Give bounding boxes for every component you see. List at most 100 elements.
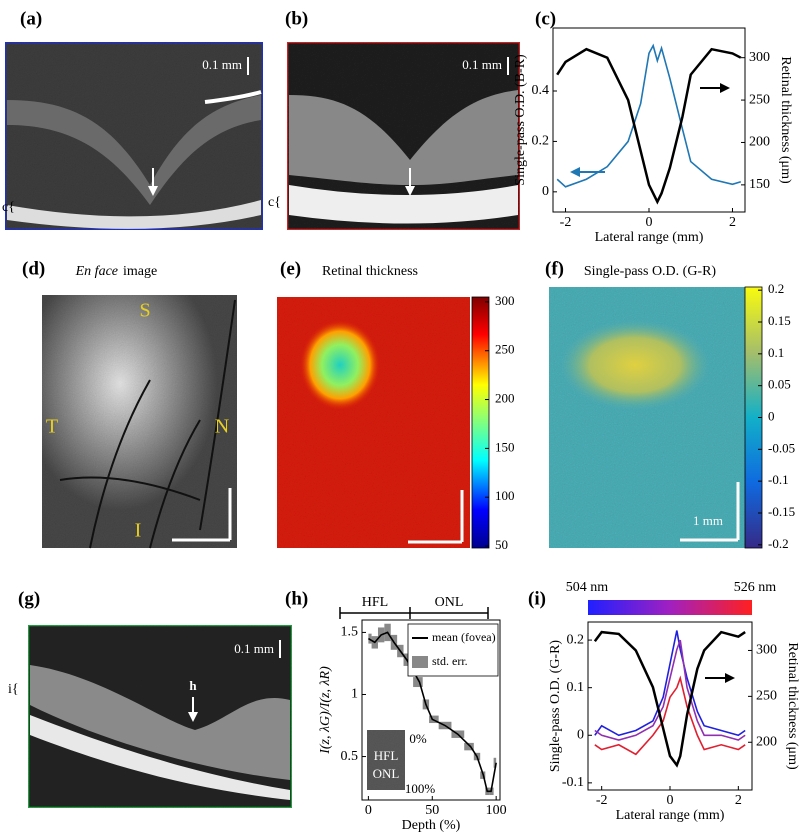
panel-d: En face image S T N I [42,264,237,549]
retina-layer [7,95,261,205]
arrow-head [725,673,735,683]
y2-tick-label: 200 [756,734,777,749]
colorbar-tick-label: 150 [495,439,515,454]
orient-label: T [46,416,58,438]
title: Retinal thickness [322,264,418,279]
title: En face [75,264,118,279]
colorbar-tick-label: 0.15 [768,313,791,328]
scale-label: 0.1 mm [234,641,274,656]
colorbar-tick-label: 200 [495,391,515,406]
y2-tick-label: 300 [749,50,770,65]
colorbar-tick-label: 0.1 [768,345,784,360]
title: image [123,264,157,279]
y2-axis-label: Retinal thickness (μm) [778,56,793,184]
legend-label: std. err. [432,654,468,668]
y-tick-label: 1.5 [341,625,359,640]
data-line [594,639,746,741]
wavelength-colorbar [588,600,752,615]
colorbar-label: 526 nm [734,580,777,595]
bracket-label: HFL [362,595,388,610]
y2-tick-label: 300 [756,643,777,658]
arrow-head [188,712,198,722]
data-line [367,631,497,793]
orient-label: S [139,300,150,322]
x-tick-label: 50 [425,803,439,818]
panel-label: (b) [285,8,308,29]
retina-layer [289,90,518,185]
rpe-layer [289,185,518,224]
x-tick-label: -2 [560,215,572,230]
panel-b: 0.1 mm c{ [268,40,522,232]
layer-mark: c{ [2,200,15,215]
arrow-head [148,186,158,196]
error-band [413,677,423,688]
data-line [594,630,746,737]
panel-f: 1 mm Single-pass O.D. (G-R) [549,264,745,548]
scale-label: 1 mm [693,513,723,528]
panel-label: (g) [18,588,40,609]
y-tick-label: 0.5 [341,749,359,764]
orient-label: I [135,520,142,542]
y-tick-label: 0.2 [567,632,585,647]
arrow-head [720,83,730,93]
colorbar-tick-label: -0.15 [768,504,795,519]
fundus-image [42,295,237,548]
panel-g: 0.1 mm h i{ [8,623,294,810]
data-line [593,630,746,768]
layer-mark: i{ [8,682,19,697]
colorbar-tick-label: -0.2 [768,536,789,551]
panel-label: (a) [20,8,42,29]
x-tick-label: 0 [365,803,372,818]
y-tick-label: -0.1 [562,775,584,790]
y-axis-label: Single-pass O.D. (B-R) [513,54,528,186]
colorbar-tick-label: 0.05 [768,377,791,392]
x-axis-label: Lateral range (mm) [616,808,725,823]
y-axis-label: I(z, λG)/I(z, λR) [318,666,333,755]
y-tick-label: 0 [577,727,584,742]
arrow-head [570,167,580,177]
colorbar-tick-label: 250 [495,342,515,357]
plot-frame [361,619,501,801]
y2-tick-label: 250 [749,92,770,107]
arrow-label: h [189,678,197,693]
y-axis-label: Single-pass O.D. (G-R) [548,640,563,773]
retina-layer [30,665,290,780]
fovea-spot [300,320,380,410]
colorbar-tick-label: -0.05 [768,440,795,455]
error-band [464,742,474,751]
rpe-layer [7,200,261,229]
legend-swatch [412,656,428,668]
error-band [368,633,372,644]
y-tick-label: 0 [542,184,549,199]
oct-image [3,40,265,232]
inset-label: 100% [405,781,436,796]
panel-label: (e) [280,258,301,279]
colorbar-label: 504 nm [566,580,609,595]
colorbar [471,296,490,549]
inset-label: ONL [373,766,400,781]
inset-label: HFL [374,748,399,763]
data-line [556,43,742,188]
arrow-head [405,186,415,196]
x-tick-label: 0 [667,793,674,808]
y2-tick-label: 150 [749,177,770,192]
scale-label: 0.1 mm [462,57,502,72]
colorbar-tick-label: 300 [495,293,515,308]
vessels [59,299,236,549]
data-line [594,675,746,756]
panel-e: Retinal thickness [277,264,470,548]
orient-label: N [215,416,229,438]
panel-label: (h) [285,588,308,609]
panel-label: (f) [545,258,564,279]
y-tick-label: 0.1 [567,680,585,695]
data-line [556,47,742,205]
layer-bracket [339,607,489,619]
x-axis-label: Depth (%) [402,818,461,833]
y-tick-label: 1 [351,687,358,702]
colorbar-tick-label: -0.1 [768,472,789,487]
colorbar-tick-label: 100 [495,488,515,503]
legend-label: mean (fovea) [432,630,496,644]
x-tick-label: 2 [729,215,736,230]
